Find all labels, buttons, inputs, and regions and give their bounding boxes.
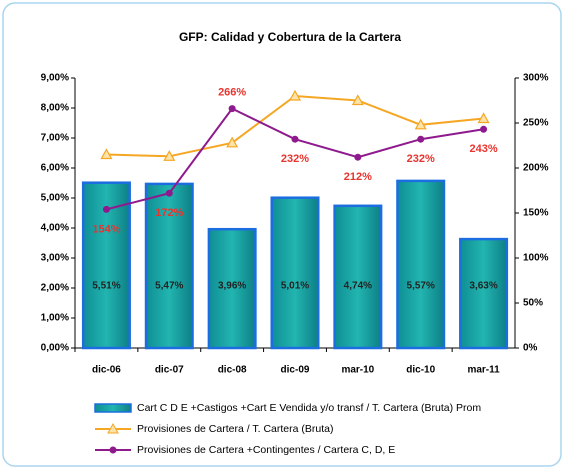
x-tick-label: mar-11 xyxy=(467,365,500,376)
line-value-label: 212% xyxy=(344,171,372,183)
y-tick-label: 0,00% xyxy=(41,343,69,354)
line-value-label: 172% xyxy=(155,207,183,219)
marker xyxy=(291,135,299,143)
y2-tick-label: 300% xyxy=(523,73,549,84)
x-tick-label: dic-09 xyxy=(281,365,310,376)
bar xyxy=(270,196,320,350)
y-tick-label: 6,00% xyxy=(41,163,69,174)
line-value-label: 266% xyxy=(218,87,246,99)
legend-label: Provisiones de Cartera +Contingentes / C… xyxy=(137,444,395,456)
line-value-label: 243% xyxy=(470,143,498,155)
legend-swatch xyxy=(94,403,132,413)
marker xyxy=(414,118,427,130)
x-tick-label: dic-08 xyxy=(218,365,247,376)
y-tick-label: 1,00% xyxy=(41,313,69,324)
y2-tick-label: 150% xyxy=(523,208,549,219)
chart-title: GFP: Calidad y Cobertura de la Cartera xyxy=(179,30,401,44)
bar xyxy=(459,237,509,350)
y-tick-label: 7,00% xyxy=(41,133,69,144)
x-tick-label: dic-06 xyxy=(92,365,121,376)
y-tick-label: 4,00% xyxy=(41,223,69,234)
bar xyxy=(396,179,446,350)
bar-value-label: 3,96% xyxy=(218,281,246,292)
y-tick-label: 2,00% xyxy=(41,283,69,294)
y-tick-label: 9,00% xyxy=(41,73,69,84)
marker xyxy=(288,89,302,101)
x-tick-label: dic-07 xyxy=(155,365,184,376)
y-tick-label: 8,00% xyxy=(41,103,69,114)
y2-tick-label: 0% xyxy=(523,343,538,354)
marker xyxy=(165,189,173,197)
marker xyxy=(351,94,364,106)
bar xyxy=(333,204,383,350)
legend-label: Cart C D E +Castigos +Cart E Vendida y/o… xyxy=(137,402,481,414)
legend-marker xyxy=(109,446,117,454)
bar-value-label: 5,57% xyxy=(407,281,435,292)
y2-tick-label: 250% xyxy=(523,118,549,129)
bar-value-label: 3,63% xyxy=(469,281,497,292)
x-tick-label: dic-10 xyxy=(406,365,435,376)
marker xyxy=(228,105,236,113)
bar xyxy=(144,182,194,350)
y2-tick-label: 50% xyxy=(523,298,543,309)
marker xyxy=(100,148,113,160)
marker xyxy=(102,205,110,213)
y2-tick-label: 200% xyxy=(523,163,549,174)
bar-value-label: 5,01% xyxy=(281,281,309,292)
marker xyxy=(354,153,362,161)
y-tick-label: 5,00% xyxy=(41,193,69,204)
bar-value-label: 4,74% xyxy=(344,281,372,292)
line-value-label: 232% xyxy=(281,153,309,165)
y-tick-label: 3,00% xyxy=(41,253,69,264)
x-tick-label: mar-10 xyxy=(341,365,374,376)
bar-value-label: 5,51% xyxy=(92,281,120,292)
marker xyxy=(163,150,176,161)
bar xyxy=(207,227,257,350)
marker xyxy=(226,136,239,148)
bar-value-label: 5,47% xyxy=(155,281,183,292)
legend-label: Provisiones de Cartera / T. Cartera (Bru… xyxy=(137,423,333,435)
marker xyxy=(480,125,488,133)
marker xyxy=(417,135,425,143)
line-value-label: 232% xyxy=(407,153,435,165)
line-value-label: 154% xyxy=(92,223,120,235)
marker xyxy=(477,112,490,124)
y2-tick-label: 100% xyxy=(523,253,549,264)
legend-marker xyxy=(107,422,119,434)
